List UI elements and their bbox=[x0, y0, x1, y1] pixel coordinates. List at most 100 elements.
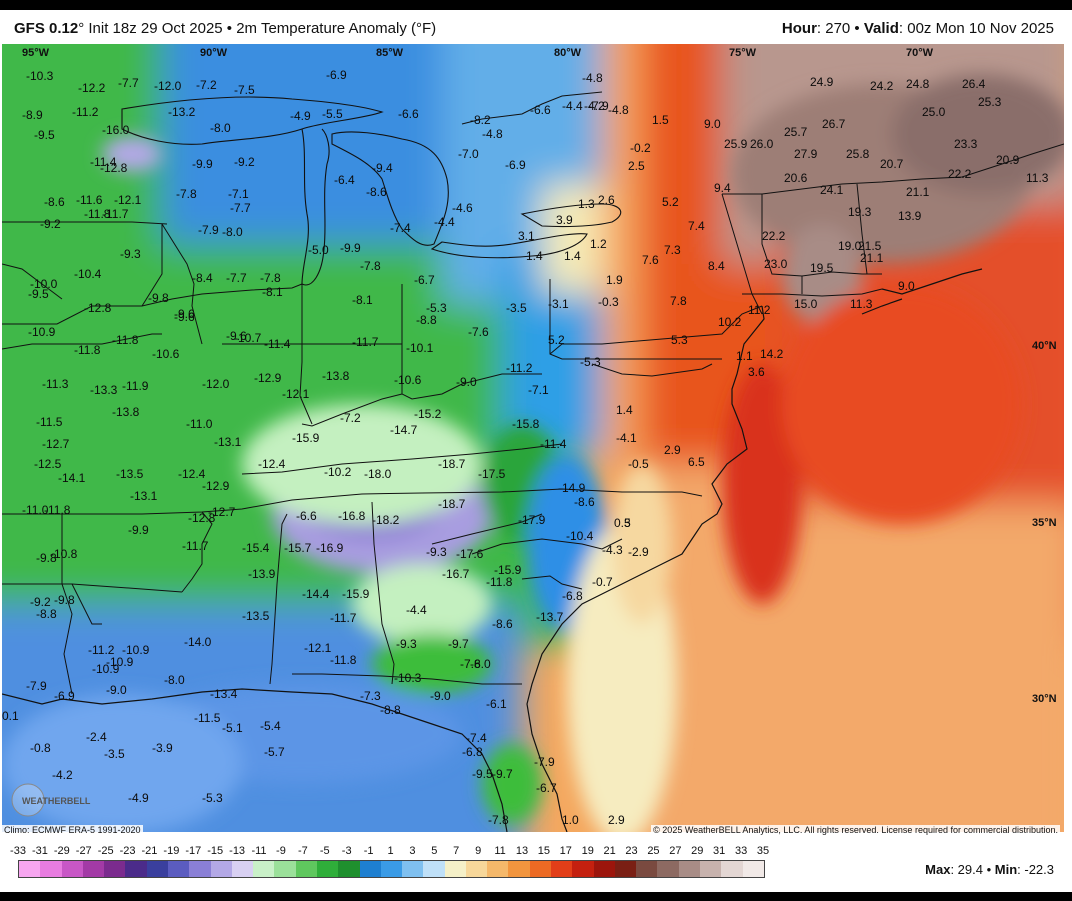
colorbar-swatch bbox=[636, 861, 658, 877]
anomaly-value-label: -7.5 bbox=[234, 83, 255, 97]
anomaly-value-label: -11.8 bbox=[44, 503, 71, 517]
anomaly-value-label: -13.1 bbox=[214, 435, 242, 449]
climo-note: Climo: ECMWF ERA-5 1991-2020 bbox=[2, 825, 143, 835]
anomaly-value-label: -7.0 bbox=[458, 147, 479, 161]
colorbar-swatch bbox=[551, 861, 573, 877]
colorbar-swatch bbox=[338, 861, 360, 877]
max-label: Max bbox=[925, 862, 951, 877]
anomaly-value-label: 24.9 bbox=[810, 75, 834, 89]
anomaly-value-label: -11.4 bbox=[90, 155, 117, 169]
colorbar-tick: 25 bbox=[647, 845, 660, 857]
anomaly-value-label: 25.8 bbox=[846, 147, 870, 161]
anomaly-value-label: 2.9 bbox=[608, 813, 625, 827]
anomaly-value-label: 25.0 bbox=[922, 105, 946, 119]
anomaly-value-label: -12.8 bbox=[84, 301, 112, 315]
colorbar-tick: -1 bbox=[363, 845, 374, 857]
anomaly-value-label: -6.9 bbox=[505, 158, 526, 172]
anomaly-value-label: 20.6 bbox=[784, 171, 808, 185]
anomaly-value-label: -5.3 bbox=[202, 791, 223, 805]
colorbar-swatch bbox=[316, 861, 339, 877]
anomaly-value-label: -10.9 bbox=[92, 662, 120, 676]
colorbar-swatch bbox=[721, 861, 743, 877]
colorbar-swatch bbox=[380, 861, 403, 877]
anomaly-value-label: -10.3 bbox=[26, 69, 54, 83]
anomaly-value-label: -4.8 bbox=[482, 127, 503, 141]
anomaly-value-label: -5.7 bbox=[264, 745, 285, 759]
colorbar-swatch bbox=[657, 861, 679, 877]
anomaly-value-label: 10.2 bbox=[718, 315, 742, 329]
anomaly-value-label: 1.4 bbox=[616, 403, 633, 417]
valid-value: : 00z Mon 10 Nov 2025 bbox=[898, 20, 1054, 37]
anomaly-value-label: -4.9 bbox=[290, 109, 311, 123]
colorbar-tick: -11 bbox=[251, 845, 267, 857]
colorbar-tick: 15 bbox=[537, 845, 550, 857]
coastline bbox=[2, 268, 983, 832]
anomaly-value-label: -4.4 bbox=[562, 99, 583, 113]
colorbar-swatch bbox=[700, 861, 722, 877]
anomaly-value-label: -11.0 bbox=[22, 503, 49, 517]
colorbar-tick: -23 bbox=[119, 845, 136, 857]
colorbar-tick: -13 bbox=[229, 845, 246, 857]
anomaly-value-label: -3.9 bbox=[152, 741, 173, 755]
min-label: Min bbox=[994, 862, 1018, 877]
anomaly-value-label: -12.7 bbox=[208, 505, 236, 519]
anomaly-value-label: 1.2 bbox=[590, 237, 607, 251]
colorbar-tick: 1 bbox=[387, 845, 394, 857]
anomaly-value-label: 8.4 bbox=[708, 259, 725, 273]
anomaly-value-label: -3.1 bbox=[548, 297, 569, 311]
anomaly-value-label: -9.9 bbox=[128, 523, 149, 537]
anomaly-value-label: -10.4 bbox=[74, 267, 102, 281]
colorbar-tick: 35 bbox=[756, 845, 770, 857]
anomaly-value-label: -7.2 bbox=[196, 78, 217, 92]
anomaly-value-label: -13.3 bbox=[90, 383, 118, 397]
anomaly-value-label: -7.8 bbox=[176, 187, 197, 201]
anomaly-value-label: -9.0 bbox=[106, 683, 127, 697]
anomaly-value-label: -4.2 bbox=[584, 99, 605, 113]
anomaly-value-label: -7.9 bbox=[26, 679, 47, 693]
anomaly-value-label: -4.8 bbox=[582, 71, 603, 85]
anomaly-value-label: -7.4 bbox=[466, 731, 487, 745]
anomaly-value-label: -8.8 bbox=[380, 703, 401, 717]
anomaly-value-label: -8.0 bbox=[210, 121, 231, 135]
anomaly-value-label: -11.2 bbox=[88, 643, 115, 657]
anomaly-value-label: -9.5 bbox=[472, 767, 493, 781]
colorbar-tick: 27 bbox=[669, 845, 682, 857]
anomaly-value-label: -4.8 bbox=[608, 103, 629, 117]
anomaly-value-label: -7.1 bbox=[228, 187, 249, 201]
anomaly-value-label: -4.4 bbox=[434, 215, 455, 229]
anomaly-value-label: -15.9 bbox=[494, 563, 522, 577]
anomaly-value-label: 21.1 bbox=[860, 251, 884, 265]
anomaly-value-label: -12.2 bbox=[78, 81, 106, 95]
max-value: : 29.4 • bbox=[950, 862, 995, 877]
colorbar-swatch bbox=[125, 861, 147, 877]
anomaly-value-label: 11.2 bbox=[748, 303, 771, 317]
anomaly-value-label: -12.9 bbox=[254, 371, 282, 385]
anomaly-value-label: -9.3 bbox=[396, 637, 417, 651]
grid-labels: 95°W 90°W 85°W 80°W 75°W 70°W 40°N 35°N … bbox=[22, 47, 1057, 705]
logo-text: WEATHERBELL bbox=[22, 796, 91, 806]
colorbar-swatch bbox=[167, 861, 190, 877]
anomaly-value-label: 25.9 bbox=[724, 137, 748, 151]
anomaly-value-label: -9.7 bbox=[448, 637, 469, 651]
anomaly-value-label: -7.1 bbox=[528, 383, 549, 397]
weather-map-frame: GFS 0.12° Init 18z 29 Oct 2025 • 2m Temp… bbox=[0, 10, 1072, 892]
anomaly-value-label: -8.0 bbox=[164, 673, 185, 687]
anomaly-value-label: 7.3 bbox=[664, 243, 681, 257]
anomaly-value-label: 24.2 bbox=[870, 79, 894, 93]
hour-label: Hour bbox=[781, 20, 817, 37]
anomaly-value-label: -10.0 bbox=[30, 277, 58, 291]
anomaly-value-label: -6.6 bbox=[398, 107, 419, 121]
anomaly-value-label: -7.6 bbox=[468, 325, 489, 339]
hour-value: : 270 • bbox=[816, 20, 864, 37]
anomaly-value-label: -11.5 bbox=[194, 711, 221, 725]
colorbar-swatch bbox=[593, 861, 615, 877]
anomaly-value-label: -0.3 bbox=[598, 295, 619, 309]
colorbar-swatch bbox=[210, 861, 232, 877]
anomaly-value-label: -7.7 bbox=[226, 271, 247, 285]
anomaly-value-label: -7.8 bbox=[488, 813, 509, 827]
anomaly-value-label: -11.0 bbox=[186, 417, 213, 431]
anomaly-value-label: 1.5 bbox=[652, 113, 669, 127]
anomaly-value-label: -9.8 bbox=[148, 291, 169, 305]
anomaly-value-label: -11.8 bbox=[486, 575, 513, 589]
colorbar-swatch bbox=[508, 861, 530, 877]
